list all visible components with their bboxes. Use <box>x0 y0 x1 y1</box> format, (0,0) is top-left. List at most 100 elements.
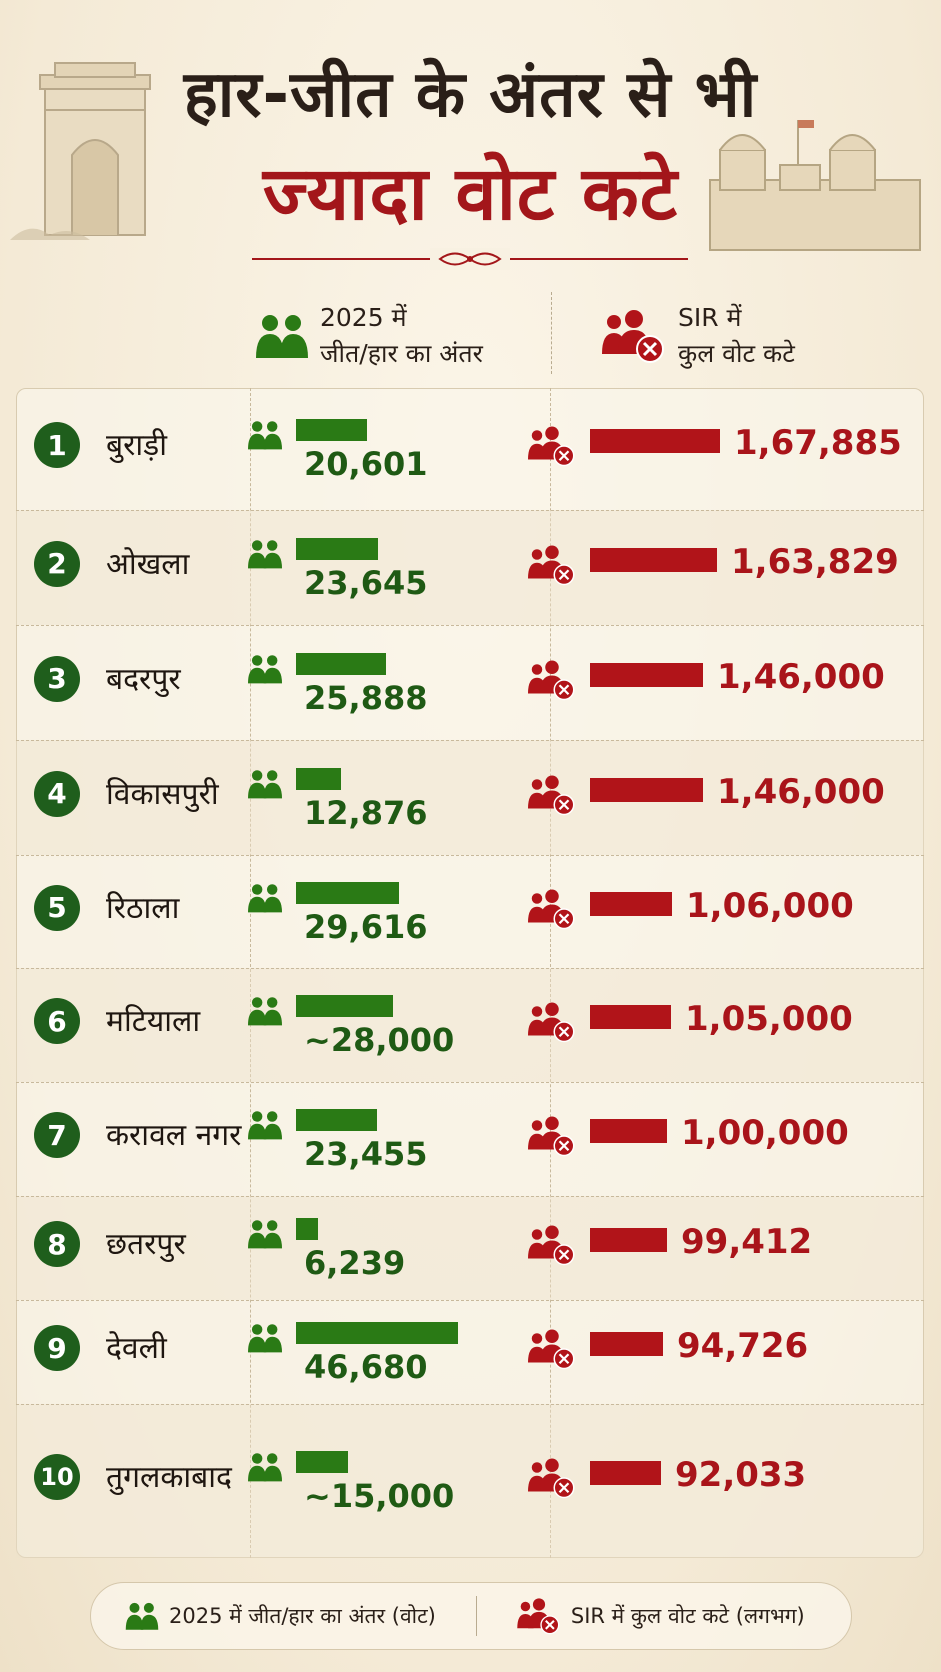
rank-badge: 10 <box>34 1454 80 1500</box>
margin-value: 12,876 <box>304 793 428 832</box>
legend-margin-label: 2025 में जीत/हार का अंतर (वोट) <box>169 1604 436 1628</box>
row-divider <box>16 1082 924 1083</box>
table-row: 10 तुगलकाबाद ~15,000 92,033 <box>16 1404 924 1558</box>
people-removed-icon <box>528 888 576 934</box>
people-removed-icon <box>528 1457 576 1503</box>
votes-cut-bar <box>590 429 720 453</box>
margin-bar <box>296 1218 318 1240</box>
margin-bar <box>296 1451 348 1473</box>
row-divider <box>16 510 924 511</box>
constituency-name: मटियाला <box>106 1004 201 1039</box>
row-divider <box>16 740 924 741</box>
legend: 2025 में जीत/हार का अंतर (वोट) SIR में क… <box>90 1582 852 1650</box>
cut-header-line-1: SIR में <box>678 303 742 332</box>
table-row: 4 विकासपुरी 12,876 1,46,000 <box>16 740 924 855</box>
people-group-icon <box>248 1451 282 1487</box>
votes-cut-value: 94,726 <box>677 1326 809 1366</box>
margin-value: 29,616 <box>304 907 428 946</box>
table-row: 2 ओखला 23,645 1,63,829 <box>16 510 924 625</box>
row-divider <box>16 625 924 626</box>
row-divider <box>16 855 924 856</box>
header-separator <box>551 292 552 374</box>
rank-badge: 4 <box>34 770 80 817</box>
votes-cut-bar <box>590 662 703 687</box>
margin-column-header: 2025 में जीत/हार का अंतर <box>256 296 483 376</box>
margin-bar <box>296 652 386 675</box>
constituency-name: छतरपुर <box>106 1227 186 1262</box>
data-table <box>16 388 924 1558</box>
rank-badge: 6 <box>34 998 80 1044</box>
cut-header-line-2: कुल वोट कटे <box>678 339 795 368</box>
constituency-name: बदरपुर <box>106 661 181 697</box>
votes-cut-value: 1,46,000 <box>717 771 885 812</box>
margin-bar <box>296 767 341 790</box>
row-divider <box>16 1196 924 1197</box>
margin-bar <box>296 995 393 1017</box>
rank-badge: 2 <box>34 540 80 587</box>
margin-header-line-1: 2025 में <box>320 303 407 332</box>
votes-cut-value: 92,033 <box>675 1455 807 1495</box>
people-group-icon <box>248 538 282 574</box>
people-removed-icon <box>528 659 576 705</box>
constituency-name: ओखला <box>106 546 190 582</box>
votes-cut-bar <box>590 1332 663 1356</box>
people-group-icon <box>248 419 282 455</box>
margin-value: 20,601 <box>304 445 428 483</box>
votes-cut-value: 1,67,885 <box>734 423 902 463</box>
row-divider <box>16 1404 924 1405</box>
people-removed-icon <box>528 425 576 471</box>
margin-value: 23,645 <box>304 563 428 602</box>
margin-value: 25,888 <box>304 678 428 717</box>
people-group-icon <box>125 1602 159 1630</box>
margin-value: ~28,000 <box>304 1021 455 1059</box>
people-group-icon <box>248 768 282 804</box>
title-line-2: ज्यादा वोट कटे <box>262 151 679 237</box>
people-removed-icon <box>528 1224 576 1270</box>
table-row: 8 छतरपुर 6,239 99,412 <box>16 1196 924 1300</box>
votes-cut-bar <box>590 1461 661 1485</box>
legend-margin: 2025 में जीत/हार का अंतर (वोट) <box>125 1601 436 1631</box>
table-row: 6 मटियाला ~28,000 1,05,000 <box>16 968 924 1082</box>
constituency-name: विकासपुरी <box>106 776 219 812</box>
margin-value: 23,455 <box>304 1135 428 1173</box>
constituency-name: करावल नगर <box>106 1118 242 1153</box>
legend-separator <box>475 1596 477 1636</box>
votes-cut-bar <box>590 547 717 572</box>
people-group-icon <box>248 882 282 918</box>
votes-cut-bar <box>590 891 672 916</box>
column-divider-1 <box>250 388 251 1558</box>
votes-cut-bar <box>590 1119 667 1143</box>
row-divider <box>16 968 924 969</box>
legend-cut-label: SIR में कुल वोट कटे (लगभग) <box>570 1604 805 1628</box>
cut-column-header: SIR में कुल वोट कटे <box>602 296 795 376</box>
people-removed-icon <box>528 544 576 590</box>
people-removed-icon <box>528 1115 576 1161</box>
margin-bar <box>296 881 399 904</box>
table-row: 3 बदरपुर 25,888 1,46,000 <box>16 625 924 740</box>
votes-cut-value: 99,412 <box>681 1222 813 1262</box>
margin-bar <box>296 419 367 441</box>
red-fort-illustration <box>709 120 921 251</box>
column-divider-2 <box>550 388 551 1558</box>
constituency-name: देवली <box>106 1331 167 1366</box>
people-removed-icon <box>528 1001 576 1047</box>
margin-header-line-2: जीत/हार का अंतर <box>320 339 483 368</box>
votes-cut-value: 1,63,829 <box>731 541 899 582</box>
rank-badge: 7 <box>34 1112 80 1158</box>
ornament-icon <box>430 248 510 270</box>
table-row: 5 रिठाला 29,616 1,06,000 <box>16 855 924 968</box>
people-removed-icon <box>528 1328 576 1374</box>
rank-badge: 8 <box>34 1221 80 1267</box>
votes-cut-value: 1,46,000 <box>717 656 885 697</box>
people-group-icon <box>248 653 282 689</box>
legend-cut: SIR में कुल वोट कटे (लगभग) <box>517 1597 805 1635</box>
votes-cut-value: 1,05,000 <box>685 999 853 1039</box>
rank-badge: 1 <box>34 422 80 468</box>
people-group-icon <box>256 315 308 358</box>
votes-cut-bar <box>590 777 703 802</box>
margin-value: 6,239 <box>304 1244 406 1282</box>
margin-bar <box>296 537 378 560</box>
people-group-icon <box>248 1218 282 1254</box>
people-removed-icon <box>528 774 576 820</box>
